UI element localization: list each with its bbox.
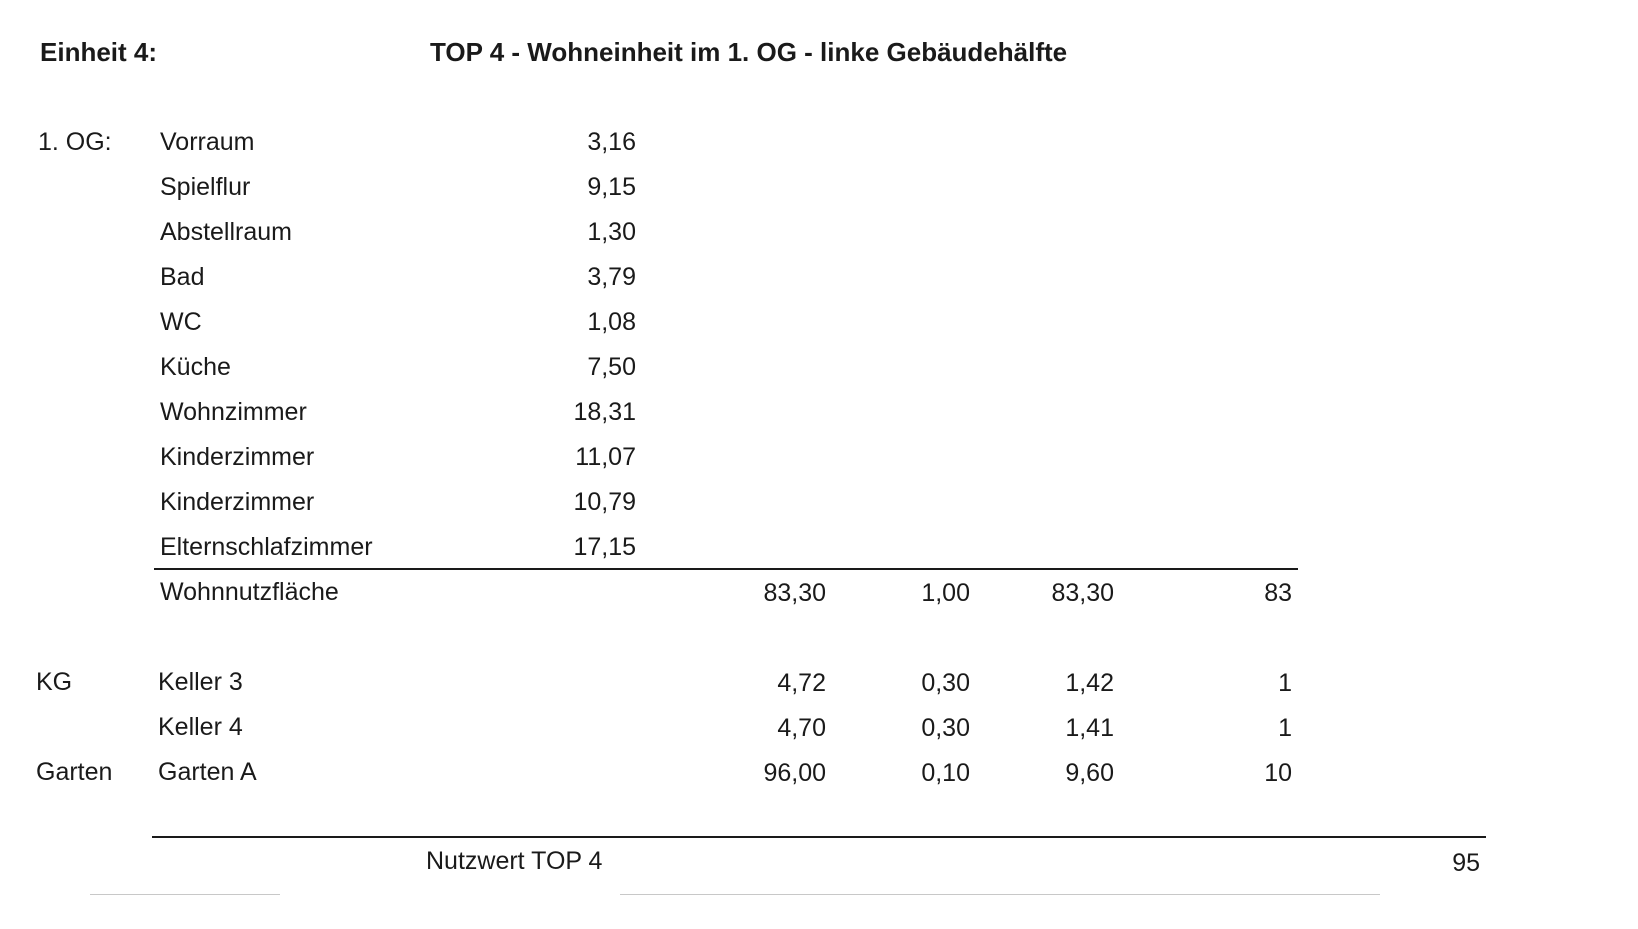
room-area: 18,31 bbox=[573, 398, 636, 426]
summary-area: 83,30 bbox=[763, 579, 826, 607]
extra-name: Garten A bbox=[158, 758, 257, 786]
room-name: Bad bbox=[160, 263, 205, 291]
extra-factor: 0,10 bbox=[921, 759, 970, 787]
summary-label: Wohnnutzfläche bbox=[160, 578, 339, 606]
floor-label-garten: Garten bbox=[36, 758, 113, 786]
room-name: WC bbox=[160, 308, 202, 336]
floor-label-kg: KG bbox=[36, 668, 73, 696]
total-rule bbox=[152, 836, 1486, 838]
room-area: 1,08 bbox=[587, 308, 636, 336]
scan-artifact bbox=[620, 894, 1380, 895]
extra-name: Keller 4 bbox=[158, 713, 243, 741]
room-area: 10,79 bbox=[573, 488, 636, 516]
extra-name: Keller 3 bbox=[158, 668, 243, 696]
room-area: 11,07 bbox=[575, 443, 636, 471]
extra-area: 4,72 bbox=[777, 669, 826, 697]
summary-weighted: 83,30 bbox=[1051, 579, 1114, 607]
subtotal-rule bbox=[154, 568, 1298, 570]
page-title: TOP 4 - Wohneinheit im 1. OG - linke Geb… bbox=[430, 37, 1068, 67]
total-value: 95 bbox=[1452, 849, 1480, 877]
room-name: Elternschlafzimmer bbox=[160, 533, 373, 561]
extra-area: 4,70 bbox=[777, 714, 826, 742]
summary-value: 83 bbox=[1264, 579, 1292, 607]
summary-factor: 1,00 bbox=[921, 579, 970, 607]
extra-weighted: 1,41 bbox=[1065, 714, 1114, 742]
extra-factor: 0,30 bbox=[921, 714, 970, 742]
room-name: Kinderzimmer bbox=[160, 488, 315, 516]
total-label: Nutzwert TOP 4 bbox=[426, 847, 603, 875]
extra-weighted: 9,60 bbox=[1065, 759, 1114, 787]
scan-artifact bbox=[90, 894, 280, 895]
extra-value: 1 bbox=[1278, 714, 1292, 742]
room-name: Vorraum bbox=[160, 128, 255, 156]
room-name: Küche bbox=[160, 353, 231, 381]
room-area: 1,30 bbox=[587, 218, 636, 246]
room-area: 3,16 bbox=[587, 128, 636, 156]
room-area: 7,50 bbox=[587, 353, 636, 381]
floor-label-og: 1. OG: bbox=[38, 128, 112, 156]
extra-value: 10 bbox=[1264, 759, 1292, 787]
extra-value: 1 bbox=[1278, 669, 1292, 697]
room-name: Abstellraum bbox=[160, 218, 292, 246]
unit-label: Einheit 4: bbox=[40, 37, 158, 67]
room-area: 9,15 bbox=[587, 173, 636, 201]
extra-weighted: 1,42 bbox=[1065, 669, 1114, 697]
room-name: Spielflur bbox=[160, 173, 251, 201]
room-area: 17,15 bbox=[573, 533, 636, 561]
extra-area: 96,00 bbox=[763, 759, 826, 787]
room-area: 3,79 bbox=[587, 263, 636, 291]
room-name: Kinderzimmer bbox=[160, 443, 315, 471]
room-name: Wohnzimmer bbox=[160, 398, 307, 426]
extra-factor: 0,30 bbox=[921, 669, 970, 697]
